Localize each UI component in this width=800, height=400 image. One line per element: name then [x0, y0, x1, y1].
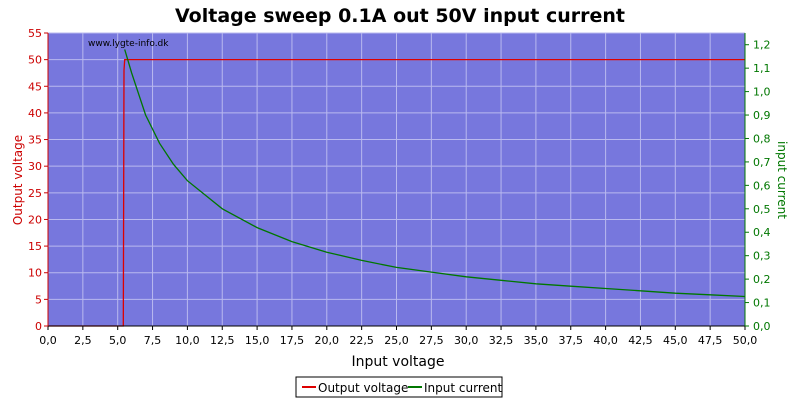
y-right-tick-label: 1,2: [753, 39, 771, 52]
x-tick-label: 47,5: [698, 334, 723, 347]
y-left-tick-label: 25: [28, 187, 42, 200]
y-right-tick-label: 0,7: [753, 156, 771, 169]
x-tick-label: 35,0: [524, 334, 549, 347]
series-line-output-voltage: [48, 58, 745, 327]
x-axis-label: Input voltage: [351, 354, 444, 370]
y-left-tick-label: 10: [28, 267, 42, 280]
y-left-tick-label: 20: [28, 213, 42, 226]
y-axis-left: 0 5 10 15 20 25 30 35 40 45 50 55: [28, 27, 49, 333]
y-left-tick-label: 40: [28, 107, 42, 120]
y-axis-left-label: Output voltage: [11, 135, 25, 225]
x-tick-label: 45,0: [663, 334, 688, 347]
x-axis: 0,0 2,5 5,0 7,5 10,0 12,5 15,0 17,5 20,0 22,5 25,0…: [39, 325, 758, 347]
legend: Output voltage Input current: [295, 376, 503, 398]
y-right-tick-label: 0,1: [753, 297, 771, 310]
y-left-tick-label: 35: [28, 134, 42, 147]
x-tick-label: 30,0: [454, 334, 479, 347]
x-tick-label: 20,0: [315, 334, 340, 347]
y-left-tick-label: 55: [28, 27, 42, 40]
y-right-tick-label: 0,9: [753, 109, 771, 122]
x-tick-label: 37,5: [559, 334, 584, 347]
x-tick-label: 50,0: [733, 334, 758, 347]
y-axis-right-label: input current: [775, 141, 789, 219]
y-right-tick-label: 0,2: [753, 273, 771, 286]
legend-label-output-voltage: Output voltage: [318, 381, 408, 395]
x-tick-label: 2,5: [74, 334, 92, 347]
x-tick-label: 25,0: [384, 334, 409, 347]
legend-box: [295, 376, 503, 398]
x-tick-label: 27,5: [419, 334, 444, 347]
y-right-tick-label: 1,0: [753, 86, 771, 99]
legend-label-input-current: Input current: [424, 381, 502, 395]
x-tick-label: 17,5: [280, 334, 305, 347]
x-tick-label: 32,5: [489, 334, 514, 347]
series-layer: [48, 49, 746, 327]
y-left-tick-label: 15: [28, 240, 42, 253]
grid-lines: [47, 32, 746, 327]
y-right-tick-label: 1,1: [753, 62, 771, 75]
x-tick-label: 10,0: [175, 334, 200, 347]
y-left-tick-label: 0: [35, 320, 42, 333]
y-left-tick-label: 5: [35, 293, 42, 306]
x-tick-label: 15,0: [245, 334, 270, 347]
x-tick-label: 5,0: [109, 334, 127, 347]
watermark: www.lygte-info.dk: [88, 39, 169, 49]
y-right-tick-label: 0,8: [753, 132, 771, 145]
y-right-tick-label: 0,5: [753, 203, 771, 216]
x-tick-label: 42,5: [628, 334, 653, 347]
x-tick-label: 7,5: [144, 334, 162, 347]
y-axis-right: 0,0 0,1 0,2 0,3 0,4 0,5 0,6 0,7 0,8 0,9 1,0 1,1 1,2: [744, 33, 771, 333]
y-right-tick-label: 0,4: [753, 226, 771, 239]
y-left-tick-label: 30: [28, 160, 42, 173]
y-left-tick-label: 50: [28, 54, 42, 67]
series-line-input-current: [124, 49, 746, 298]
x-tick-label: 40,0: [593, 334, 618, 347]
x-tick-label: 0,0: [39, 334, 57, 347]
y-right-tick-label: 0,6: [753, 179, 771, 192]
x-tick-label: 12,5: [210, 334, 235, 347]
y-left-tick-label: 45: [28, 80, 42, 93]
x-tick-label: 22,5: [349, 334, 374, 347]
y-right-tick-label: 0,0: [753, 320, 771, 333]
y-right-tick-label: 0,3: [753, 250, 771, 263]
chart-title: Voltage sweep 0.1A out 50V input current: [175, 5, 625, 27]
